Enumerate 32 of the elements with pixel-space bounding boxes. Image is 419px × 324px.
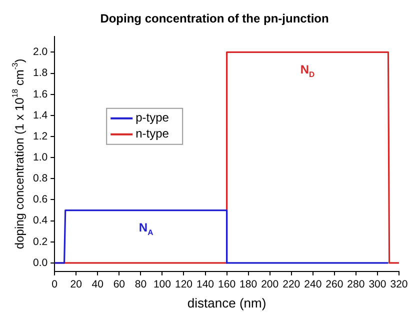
x-axis-title: distance (nm) xyxy=(187,296,266,311)
x-tick-label: 120 xyxy=(174,278,193,291)
y-tick-label: 1.2 xyxy=(32,130,48,142)
x-tick-label: 20 xyxy=(70,278,82,291)
x-tick-label: 320 xyxy=(390,278,408,291)
y-tick-label: 1.0 xyxy=(32,151,48,164)
x-tick-label: 160 xyxy=(218,278,236,291)
x-tick-label: 80 xyxy=(134,278,147,291)
y-tick-label: 1.8 xyxy=(32,67,48,80)
x-tick-label: 140 xyxy=(196,278,214,291)
x-tick-label: 220 xyxy=(282,278,300,291)
x-tick-label: 280 xyxy=(347,278,365,291)
y-tick-label: 0.2 xyxy=(32,236,48,248)
y-tick-label: 0.8 xyxy=(32,172,48,185)
x-tick-label: 200 xyxy=(261,278,279,291)
y-tick-label: 0.0 xyxy=(32,256,48,269)
x-tick-label: 40 xyxy=(92,278,104,291)
x-tick-label: 0 xyxy=(52,278,58,291)
x-tick-label: 60 xyxy=(113,278,126,291)
legend-label: n-type xyxy=(136,126,170,141)
x-tick-label: 300 xyxy=(368,278,386,291)
legend-label: p-type xyxy=(136,110,170,125)
x-tick-label: 180 xyxy=(240,278,258,291)
x-tick-label: 260 xyxy=(326,278,344,291)
y-tick-label: 2.0 xyxy=(32,46,48,58)
y-tick-label: 1.4 xyxy=(32,109,48,122)
y-tick-label: 0.4 xyxy=(32,214,48,227)
y-tick-label: 0.6 xyxy=(32,194,48,206)
x-tick-label: 100 xyxy=(153,278,172,291)
y-tick-label: 1.6 xyxy=(32,88,48,100)
chart-title: Doping concentration of the pn-junction xyxy=(100,12,329,26)
x-tick-label: 240 xyxy=(304,278,322,291)
